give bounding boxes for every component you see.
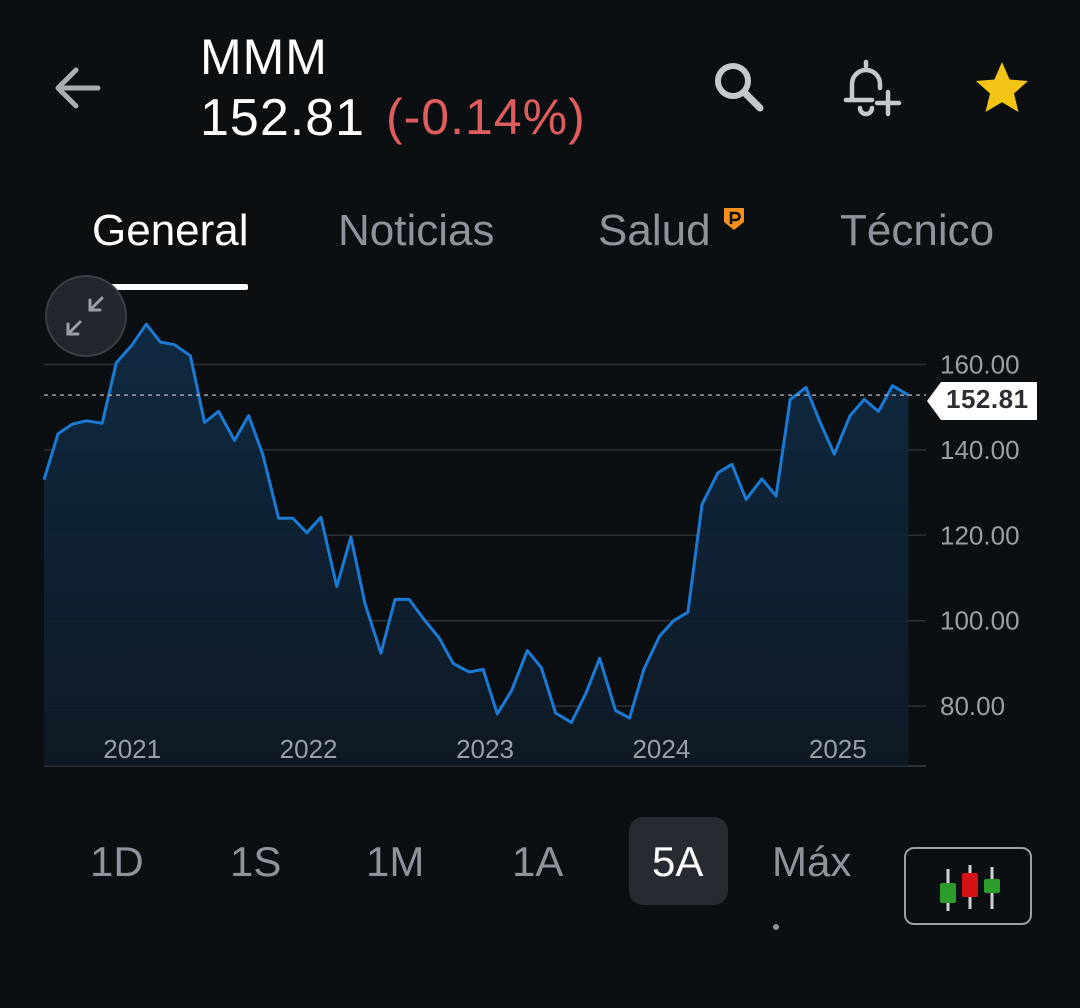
collapse-chart-button[interactable] [44, 274, 128, 358]
y-tick-label: 80.00 [940, 691, 1005, 721]
back-arrow-icon[interactable] [48, 58, 108, 118]
price-area-fill [44, 324, 909, 766]
x-tick-label: 2024 [632, 734, 690, 764]
search-icon[interactable] [708, 56, 768, 116]
current-price: 152.81 [200, 89, 366, 147]
range-1a-button[interactable]: 1A [512, 838, 564, 885]
candlestick-icon [940, 865, 1000, 911]
add-alert-bell-icon[interactable] [838, 56, 904, 120]
favorite-star-icon[interactable] [972, 58, 1032, 118]
pro-badge-icon [724, 208, 744, 230]
price-change-percent: (-0.14%) [386, 89, 586, 145]
price-line [42, 322, 910, 724]
ticker-symbol: MMM [200, 29, 328, 85]
range-1m-button[interactable]: 1M [366, 838, 425, 885]
y-tick-label: 120.00 [940, 520, 1020, 550]
x-tick-label: 2021 [103, 734, 161, 764]
current-price-tag [927, 382, 1037, 420]
tab-salud[interactable]: Salud [598, 206, 711, 255]
range-1d-button[interactable]: 1D [90, 838, 144, 885]
current-price-label: 152.81 [946, 384, 1029, 414]
x-tick-label: 2022 [280, 734, 338, 764]
y-tick-label: 100.00 [940, 606, 1020, 636]
tab-general[interactable]: General [92, 206, 249, 255]
x-tick-label: 2023 [456, 734, 514, 764]
active-tab-indicator [88, 284, 248, 290]
price-chart[interactable]: 160.00 140.00 120.00 100.00 80.00 2021 2022 20… [0, 296, 1080, 776]
range-1s-button[interactable]: 1S [230, 838, 282, 885]
range-active-background [629, 817, 728, 905]
tab-noticias[interactable]: Noticias [338, 206, 495, 255]
tab-tecnico[interactable]: Técnico [840, 206, 995, 255]
y-tick-label: 140.00 [940, 435, 1020, 465]
chart-type-button[interactable] [904, 847, 1032, 925]
range-max-button[interactable]: Máx [772, 838, 852, 885]
more-indicator-dot [773, 924, 779, 930]
range-5a-button[interactable]: 5A [652, 838, 704, 885]
y-tick-label: 160.00 [940, 349, 1020, 379]
x-tick-label: 2025 [809, 734, 867, 764]
